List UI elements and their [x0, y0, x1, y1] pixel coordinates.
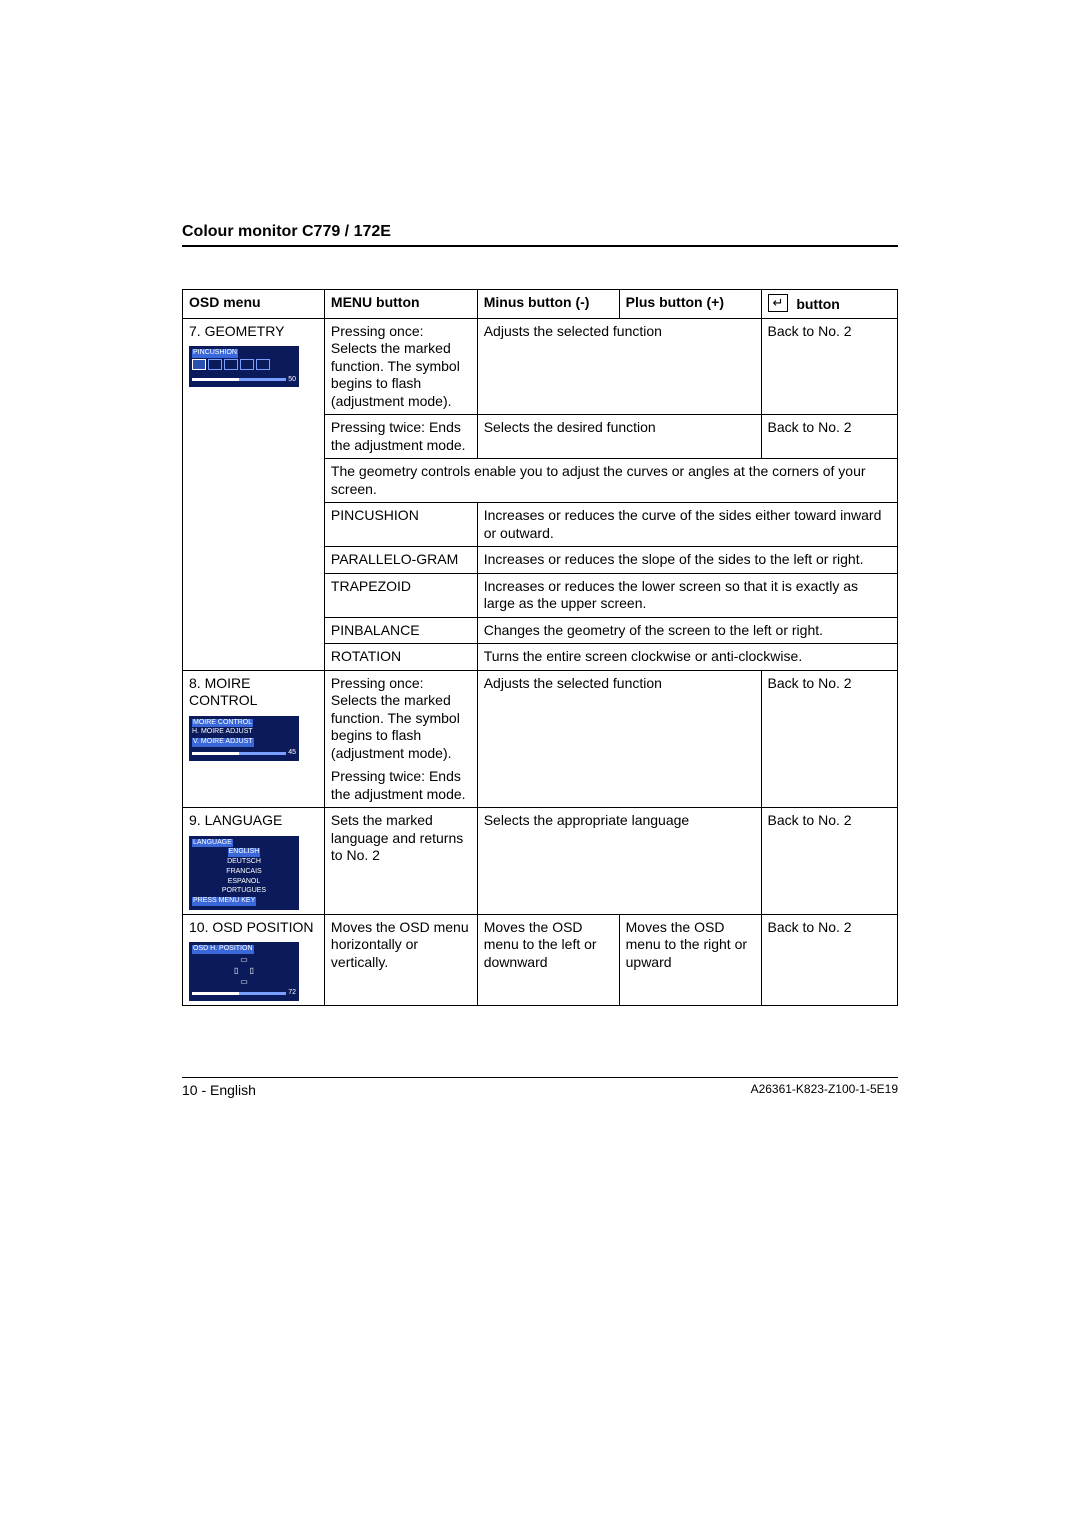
- shot-bar: [192, 992, 286, 995]
- cell-osdpos-osd: 10. OSD POSITION OSD H. POSITION ▭ ▯ ▯ ▭…: [183, 914, 325, 1005]
- cell-geom-r1-enter: Back to No. 2: [761, 318, 897, 415]
- geometry-osd-shot: PINCUSHION 50: [189, 346, 299, 387]
- cell-osdpos-enter: Back to No. 2: [761, 914, 897, 1005]
- shot-item-c: FRANCAIS: [192, 868, 296, 877]
- footer-rule: [182, 1077, 898, 1078]
- shot-item-e: PORTUGUES: [192, 887, 296, 896]
- cell-lang-osd: 9. LANGUAGE LANGUAGE ENGLISH DEUTSCH FRA…: [183, 808, 325, 915]
- cell-geom-span: The geometry controls enable you to adju…: [324, 459, 897, 503]
- cell-geom-r2-mp: Selects the desired function: [477, 415, 761, 459]
- moire-title: 8. MOIRE CONTROL: [189, 675, 257, 709]
- shot-label: MOIRE CONTROL: [192, 719, 253, 728]
- lang-title: 9. LANGUAGE: [189, 812, 282, 828]
- cell-geometry-osd: 7. GEOMETRY PINCUSHION 50: [183, 318, 325, 670]
- enter-icon: ↵: [768, 294, 789, 312]
- document-page: Colour monitor C779 / 172E OSD menu MENU…: [0, 0, 1080, 1528]
- shot-icons-b: ▭: [192, 977, 296, 987]
- col-header-enter: ↵ button: [761, 290, 897, 319]
- shot-icons-row: ▯ ▯: [192, 966, 296, 976]
- footer-right: A26361-K823-Z100-1-5E19: [751, 1082, 898, 1098]
- cell-lang-mp: Selects the appropriate language: [477, 808, 761, 915]
- shot-value: 50: [288, 376, 296, 385]
- cell-moire-menu: Pressing once: Selects the marked functi…: [324, 670, 477, 808]
- osd-table: OSD menu MENU button Minus button (-) Pl…: [182, 289, 898, 1006]
- cell-geom-r1-menu: Pressing once: Selects the marked functi…: [324, 318, 477, 415]
- col-header-enter-text: button: [792, 296, 839, 312]
- shot-item-b: DEUTSCH: [192, 858, 296, 867]
- shot-label: LANGUAGE: [192, 839, 233, 848]
- col-header-menu: MENU button: [324, 290, 477, 319]
- cell-pinc-v: Increases or reduces the curve of the si…: [477, 503, 897, 547]
- geometry-title: 7. GEOMETRY: [189, 323, 284, 339]
- cell-pinb-k: PINBALANCE: [324, 617, 477, 644]
- shot-bar: [192, 752, 286, 755]
- cell-geom-r1-mp: Adjusts the selected function: [477, 318, 761, 415]
- moire-p2: Pressing twice: Ends the adjustment mode…: [331, 768, 471, 803]
- shot-icons: [192, 359, 296, 374]
- col-header-osd: OSD menu: [183, 290, 325, 319]
- cell-moire-enter: Back to No. 2: [761, 670, 897, 808]
- cell-osdpos-minus: Moves the OSD menu to the left or downwa…: [477, 914, 619, 1005]
- cell-moire-mp: Adjusts the selected function: [477, 670, 761, 808]
- col-header-plus: Plus button (+): [619, 290, 761, 319]
- cell-trap-v: Increases or reduces the lower screen so…: [477, 573, 897, 617]
- doc-title: Colour monitor C779 / 172E: [182, 223, 898, 241]
- cell-para-k: PARALLELO-GRAM: [324, 547, 477, 574]
- shot-item-d: ESPANOL: [192, 878, 296, 887]
- shot-row-b: V. MOIRE ADJUST: [192, 738, 254, 747]
- shot-value: 45: [288, 749, 296, 758]
- col-header-minus: Minus button (-): [477, 290, 619, 319]
- table-header-row: OSD menu MENU button Minus button (-) Pl…: [183, 290, 898, 319]
- osdpos-row: 10. OSD POSITION OSD H. POSITION ▭ ▯ ▯ ▭…: [183, 914, 898, 1005]
- cell-rot-v: Turns the entire screen clockwise or ant…: [477, 644, 897, 671]
- shot-label: PINCUSHION: [192, 349, 238, 358]
- header-rule: [182, 245, 898, 247]
- language-row: 9. LANGUAGE LANGUAGE ENGLISH DEUTSCH FRA…: [183, 808, 898, 915]
- shot-row-a: H. MOIRE ADJUST: [192, 728, 296, 737]
- moire-row: 8. MOIRE CONTROL MOIRE CONTROL H. MOIRE …: [183, 670, 898, 808]
- moire-p1: Pressing once: Selects the marked functi…: [331, 675, 471, 763]
- lang-osd-shot: LANGUAGE ENGLISH DEUTSCH FRANCAIS ESPANO…: [189, 836, 299, 910]
- footer-left: 10 - English: [182, 1082, 256, 1098]
- running-header: Colour monitor C779 / 172E: [182, 223, 898, 247]
- shot-item-english: ENGLISH: [228, 848, 261, 857]
- cell-rot-k: ROTATION: [324, 644, 477, 671]
- shot-bar: [192, 378, 286, 381]
- shot-label: OSD H. POSITION: [192, 945, 254, 954]
- shot-icons: ▭: [192, 955, 296, 965]
- cell-pinc-k: PINCUSHION: [324, 503, 477, 547]
- cell-osdpos-menu: Moves the OSD menu horizontally or verti…: [324, 914, 477, 1005]
- moire-osd-shot: MOIRE CONTROL H. MOIRE ADJUST V. MOIRE A…: [189, 716, 299, 761]
- cell-pinb-v: Changes the geometry of the screen to th…: [477, 617, 897, 644]
- geometry-row-1: 7. GEOMETRY PINCUSHION 50 Pressing once:…: [183, 318, 898, 415]
- cell-geom-r2-menu: Pressing twice: Ends the adjustment mode…: [324, 415, 477, 459]
- cell-para-v: Increases or reduces the slope of the si…: [477, 547, 897, 574]
- osdpos-title: 10. OSD POSITION: [189, 919, 313, 935]
- cell-moire-osd: 8. MOIRE CONTROL MOIRE CONTROL H. MOIRE …: [183, 670, 325, 808]
- shot-value: 72: [288, 989, 296, 998]
- osdpos-osd-shot: OSD H. POSITION ▭ ▯ ▯ ▭ 72: [189, 942, 299, 1001]
- cell-osdpos-plus: Moves the OSD menu to the right or upwar…: [619, 914, 761, 1005]
- cell-lang-enter: Back to No. 2: [761, 808, 897, 915]
- cell-lang-menu: Sets the marked language and returns to …: [324, 808, 477, 915]
- shot-footer: PRESS MENU KEY: [192, 897, 256, 906]
- page-footer: 10 - English A26361-K823-Z100-1-5E19: [182, 1077, 898, 1098]
- cell-trap-k: TRAPEZOID: [324, 573, 477, 617]
- cell-geom-r2-enter: Back to No. 2: [761, 415, 897, 459]
